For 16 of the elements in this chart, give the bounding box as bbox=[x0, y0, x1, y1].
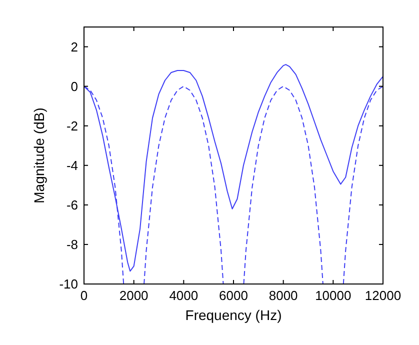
x-tick-label: 2000 bbox=[119, 288, 148, 303]
x-tick-label: 8000 bbox=[268, 288, 298, 303]
x-tick-label: 6000 bbox=[219, 288, 248, 303]
y-tick-label: 0 bbox=[70, 78, 78, 94]
x-tick-label: 0 bbox=[80, 288, 88, 303]
y-tick-label: -10 bbox=[59, 276, 78, 292]
x-tick-label: 10000 bbox=[315, 288, 352, 303]
x-axis-title: Frequency (Hz) bbox=[185, 307, 282, 323]
y-axis-title: Magnitude (dB) bbox=[31, 108, 47, 204]
x-tick-label: 4000 bbox=[169, 288, 198, 303]
x-tick-label: 12000 bbox=[364, 288, 402, 303]
y-tick-label: 2 bbox=[70, 39, 78, 54]
y-tick-label: -6 bbox=[66, 197, 78, 212]
y-tick-label: -4 bbox=[66, 158, 78, 173]
y-tick-label: -2 bbox=[66, 118, 78, 134]
y-tick-label: -8 bbox=[66, 236, 78, 252]
